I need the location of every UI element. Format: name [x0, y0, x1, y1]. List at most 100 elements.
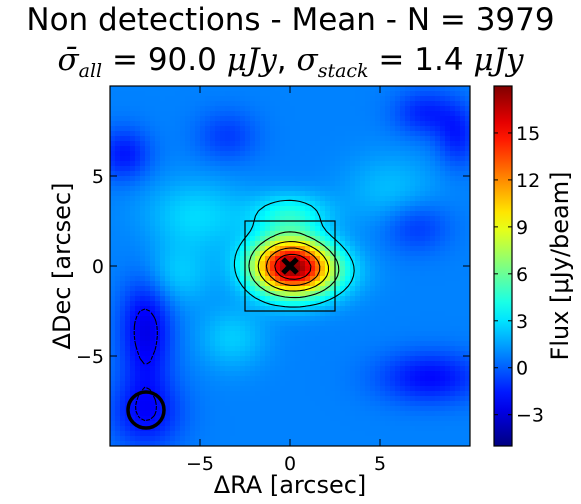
heatmap-cell [455, 131, 461, 137]
heatmap-cell [265, 266, 271, 272]
heatmap-cell [445, 221, 451, 227]
heatmap-cell [280, 251, 286, 257]
heatmap-cell [125, 221, 131, 227]
heatmap-cell [355, 196, 361, 202]
heatmap-cell [335, 181, 341, 187]
heatmap-cell [330, 416, 336, 422]
heatmap-cell [345, 336, 351, 342]
heatmap-cell [170, 356, 176, 362]
heatmap-cell [455, 326, 461, 332]
heatmap-cell [335, 176, 341, 182]
heatmap-cell [180, 156, 186, 162]
heatmap-cell [170, 116, 176, 122]
heatmap-cell [190, 201, 196, 207]
heatmap-cell [160, 191, 166, 197]
heatmap-cell [390, 121, 396, 127]
heatmap-cell [315, 286, 321, 292]
heatmap-cell [345, 141, 351, 147]
heatmap-cell [370, 196, 376, 202]
heatmap-cell [390, 196, 396, 202]
heatmap-cell [325, 221, 331, 227]
heatmap-cell [360, 271, 366, 277]
heatmap-cell [195, 351, 201, 357]
heatmap-cell [455, 201, 461, 207]
heatmap-cell [125, 226, 131, 232]
heatmap-cell [365, 266, 371, 272]
heatmap-cell [350, 361, 356, 367]
heatmap-cell [365, 181, 371, 187]
heatmap-cell [125, 191, 131, 197]
heatmap-cell [295, 286, 301, 292]
heatmap-cell [315, 166, 321, 172]
heatmap-cell [385, 101, 391, 107]
heatmap-cell [320, 426, 326, 432]
heatmap-cell [245, 311, 251, 317]
heatmap-cell [335, 136, 341, 142]
heatmap-cell [160, 116, 166, 122]
heatmap-cell [340, 171, 346, 177]
heatmap-cell [320, 326, 326, 332]
heatmap-cell [310, 421, 316, 427]
heatmap-cell [345, 266, 351, 272]
heatmap-cell [440, 171, 446, 177]
heatmap-cell [450, 121, 456, 127]
heatmap-cell [230, 191, 236, 197]
heatmap-cell [265, 181, 271, 187]
heatmap-cell [310, 371, 316, 377]
heatmap-cell [465, 321, 470, 327]
heatmap-cell [210, 386, 216, 392]
heatmap-cell [200, 181, 206, 187]
heatmap-cell [420, 426, 426, 432]
heatmap-cell [365, 126, 371, 132]
heatmap-cell [415, 121, 421, 127]
heatmap-cell [445, 391, 451, 397]
heatmap-cell [355, 121, 361, 127]
heatmap-cell [355, 271, 361, 277]
heatmap-cell [440, 126, 446, 132]
heatmap-cell [150, 306, 156, 312]
heatmap-cell [210, 326, 216, 332]
heatmap-cell [260, 231, 266, 237]
heatmap-cell [300, 171, 306, 177]
heatmap-cell [375, 121, 381, 127]
heatmap-cell [125, 266, 131, 272]
heatmap-cell [150, 346, 156, 352]
heatmap-cell [250, 291, 256, 297]
heatmap-cell [285, 156, 291, 162]
heatmap-cell [330, 206, 336, 212]
heatmap-cell [130, 391, 136, 397]
heatmap-cell [425, 346, 431, 352]
heatmap-cell [365, 106, 371, 112]
heatmap-cell [240, 251, 246, 257]
heatmap-cell [160, 291, 166, 297]
heatmap-cell [195, 341, 201, 347]
heatmap-cell [355, 281, 361, 287]
heatmap-cell [175, 381, 181, 387]
heatmap-cell [270, 341, 276, 347]
heatmap-cell [385, 391, 391, 397]
heatmap-cell [295, 236, 301, 242]
heatmap-cell [135, 146, 141, 152]
heatmap-cell [130, 111, 136, 117]
heatmap-cell [240, 141, 246, 147]
heatmap-cell [135, 381, 141, 387]
heatmap-cell [160, 91, 166, 97]
heatmap-cell [260, 316, 266, 322]
heatmap-cell [465, 236, 470, 242]
heatmap-cell [430, 96, 436, 102]
heatmap-cell [190, 311, 196, 317]
heatmap-cell [460, 291, 466, 297]
heatmap-cell [125, 336, 131, 342]
heatmap-cell [150, 201, 156, 207]
heatmap-cell [405, 126, 411, 132]
heatmap-cell [310, 341, 316, 347]
heatmap-cell [145, 276, 151, 282]
heatmap-cell [170, 401, 176, 407]
heatmap-cell [360, 421, 366, 427]
heatmap-cell [295, 241, 301, 247]
heatmap-cell [415, 136, 421, 142]
heatmap-cell [195, 121, 201, 127]
heatmap-cell [180, 351, 186, 357]
heatmap-cell [425, 291, 431, 297]
